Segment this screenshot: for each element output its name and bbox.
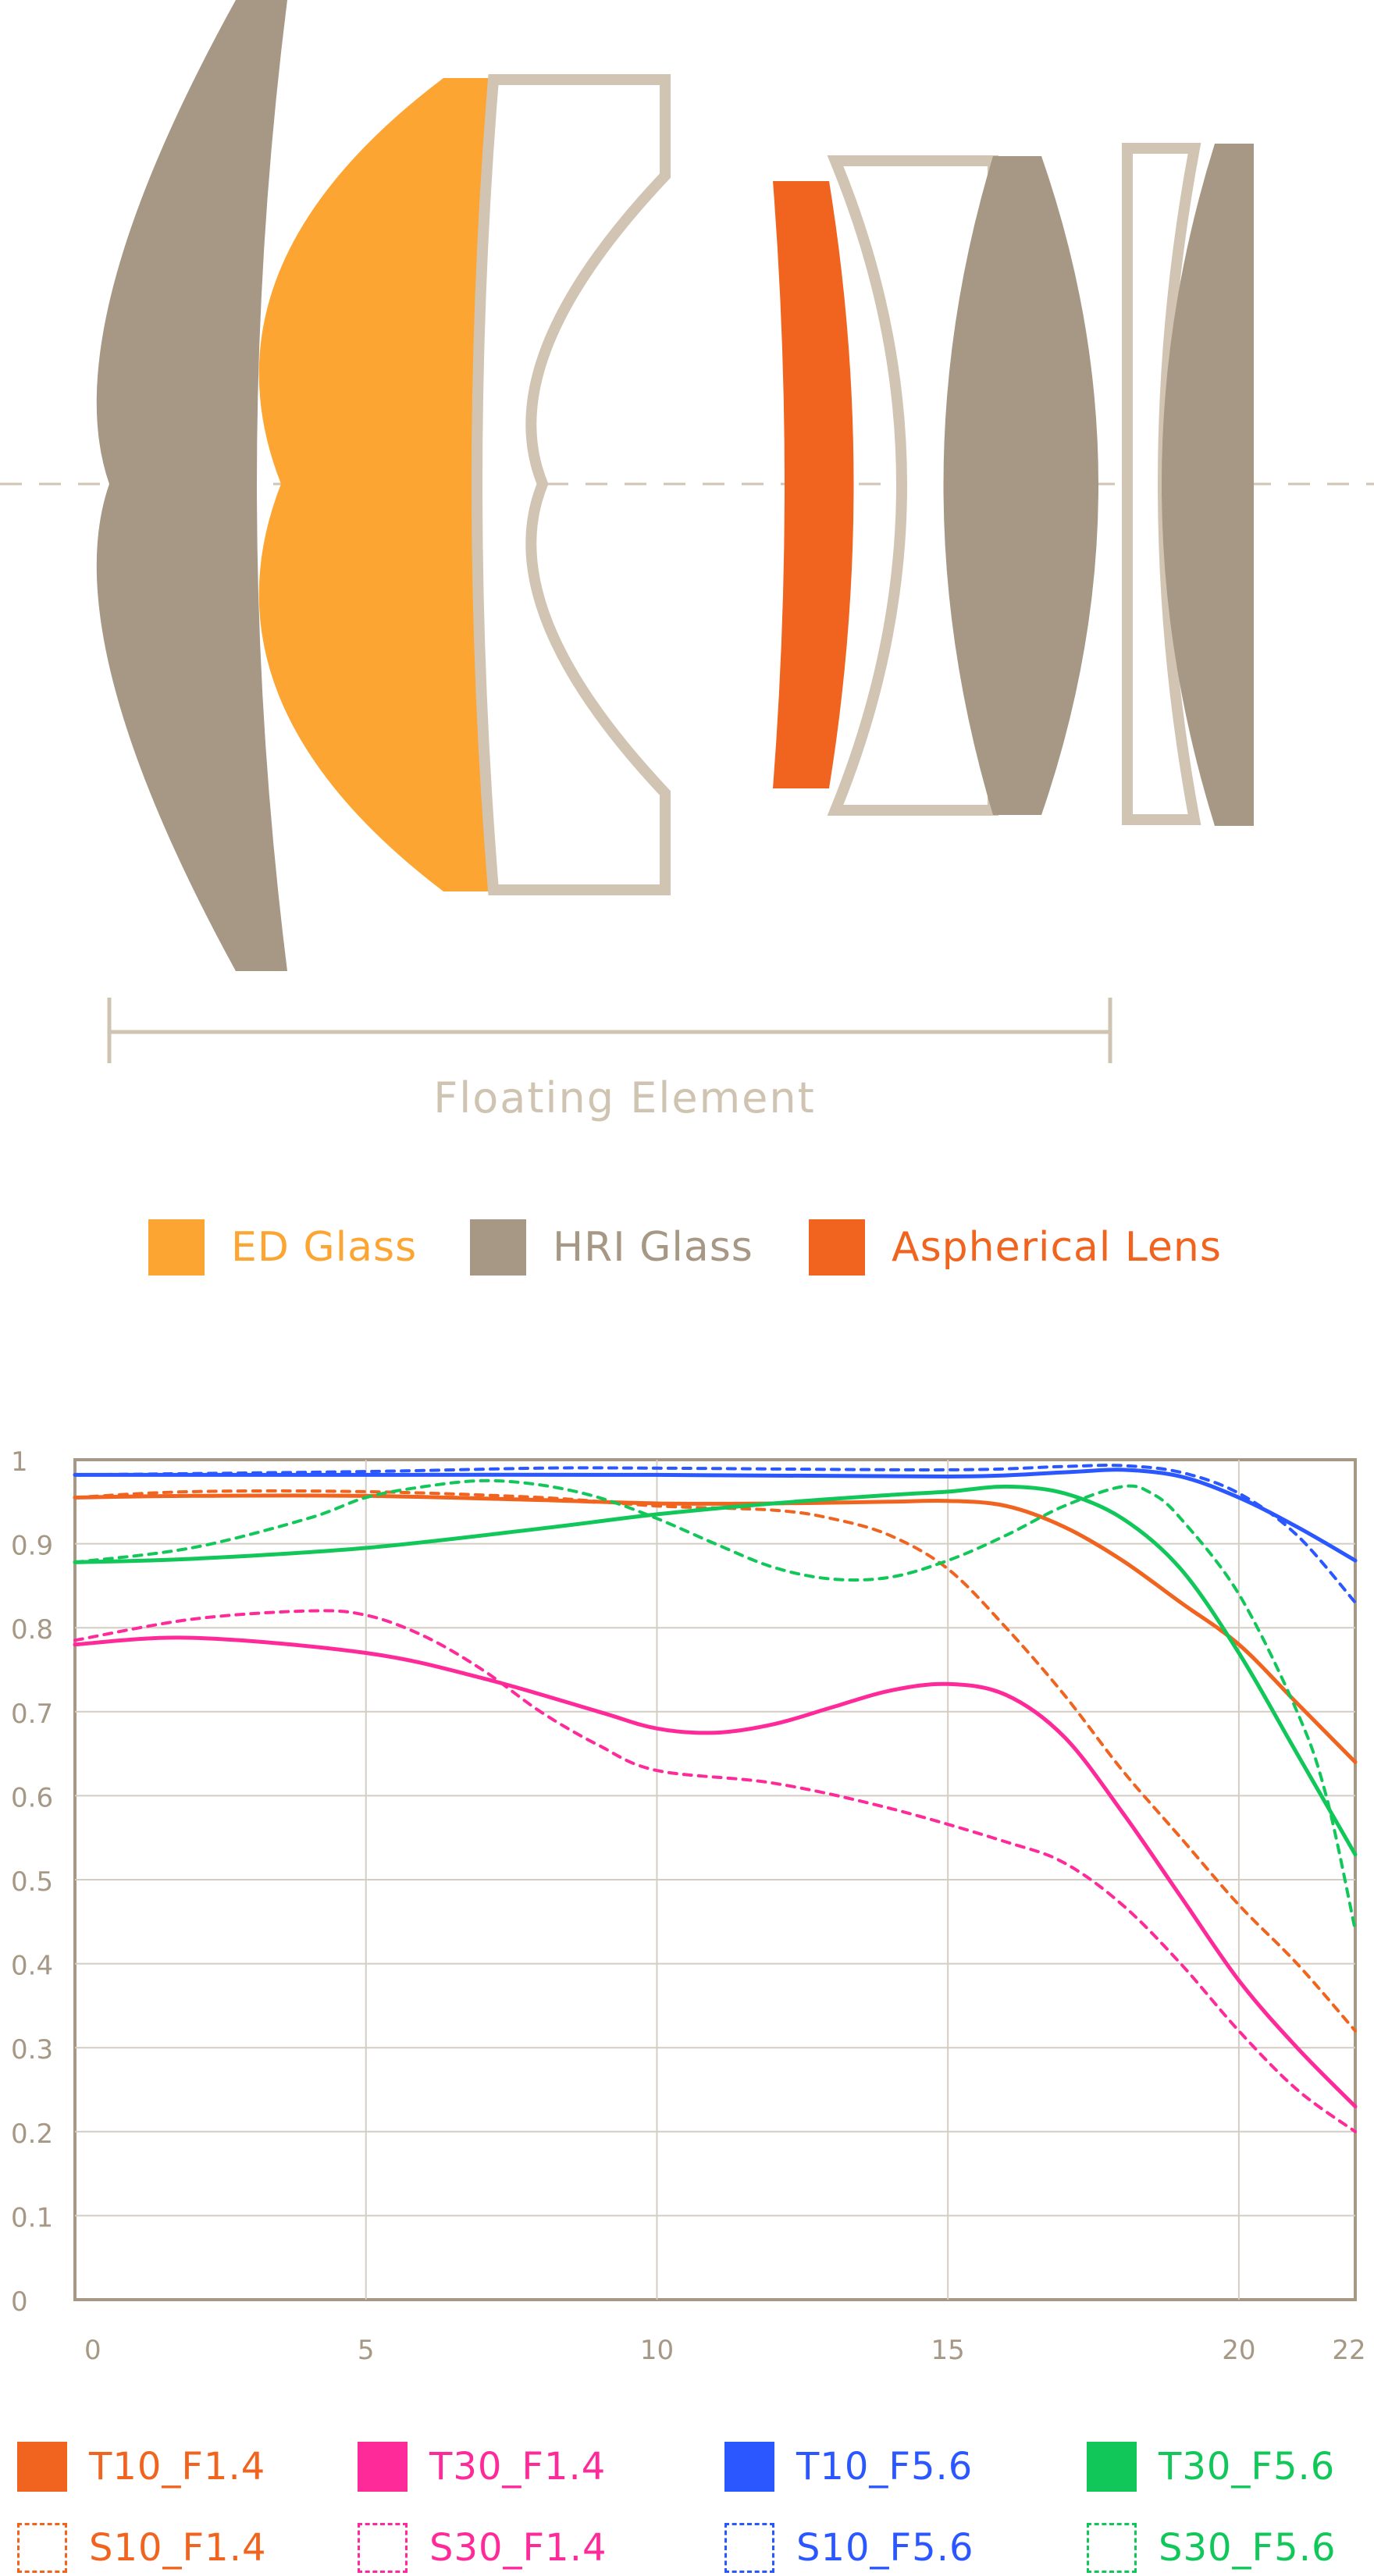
x-tick-label: 5 (358, 2335, 375, 2366)
floating-element-bracket (107, 998, 1112, 1063)
x-tick-label: 10 (640, 2335, 674, 2366)
y-tick-label: 0.4 (11, 1951, 53, 1982)
x-tick-label: 20 (1222, 2335, 1255, 2366)
mtf-legend-item-t10_f1-4: T10_F1.4 (17, 2442, 265, 2492)
mtf-legend-swatch (17, 2523, 67, 2573)
lens-element-2-ed (258, 78, 493, 891)
mtf-legend-item-t30_f1-4: T30_F1.4 (358, 2442, 606, 2492)
mtf-legend-swatch (1087, 2442, 1137, 2492)
mtf-legend-swatch (17, 2442, 67, 2492)
mtf-legend-swatch (358, 2523, 408, 2573)
mtf-legend-swatch (724, 2442, 774, 2492)
y-tick-label: 0.3 (11, 2034, 53, 2065)
y-tick-label: 0 (11, 2286, 28, 2318)
mtf-legend-label: T10_F1.4 (89, 2445, 266, 2489)
mtf-legend-label: T30_F1.4 (429, 2445, 607, 2489)
lens-element-1-hri (96, 0, 287, 971)
series-line-t10_f5-6 (73, 1468, 1358, 1563)
y-tick-label: 0.2 (11, 2119, 53, 2150)
floating-element-label: Floating Element (433, 1073, 816, 1123)
legend-aspherical-lens: Aspherical Lens (809, 1219, 1222, 1276)
ed-glass-swatch (148, 1219, 205, 1276)
y-tick-label: 0.6 (11, 1782, 53, 1813)
mtf-legend-item-t30_f5-6: T30_F5.6 (1087, 2442, 1335, 2492)
y-tick-label: 0.5 (11, 1866, 53, 1898)
y-tick-label: 0.7 (11, 1699, 53, 1730)
y-tick-label: 0.1 (11, 2202, 53, 2233)
aspherical-lens-label: Aspherical Lens (892, 1224, 1222, 1271)
x-tick-label: 15 (931, 2335, 965, 2366)
series-line-t10_f1-4 (73, 1493, 1358, 1764)
mtf-legend-item-s30_f5-6: S30_F5.6 (1087, 2523, 1337, 2573)
mtf-legend-item-s30_f1-4: S30_F1.4 (358, 2523, 607, 2573)
mtf-legend-swatch (1087, 2523, 1137, 2573)
legend-hri-glass: HRI Glass (470, 1219, 753, 1276)
mtf-legend-item-s10_f1-4: S10_F1.4 (17, 2523, 267, 2573)
aspherical-lens-swatch (809, 1219, 865, 1276)
mtf-chart: 00.10.20.30.40.50.60.70.80.910 5 10 15 20 22 (11, 1446, 1366, 2366)
mtf-legend-label: S10_F5.6 (796, 2526, 974, 2570)
legend-ed-glass: ED Glass (148, 1219, 417, 1276)
y-tick-label: 0.8 (11, 1614, 53, 1646)
mtf-legend-label: T10_F5.6 (796, 2445, 974, 2489)
y-tick-label: 0.9 (11, 1531, 53, 1562)
mtf-legend-label: S10_F1.4 (89, 2526, 267, 2570)
lens-element-5-outline (827, 155, 998, 816)
series-line-s10_f1-4 (73, 1489, 1357, 2033)
mtf-legend-item-t10_f5-6: T10_F5.6 (724, 2442, 973, 2492)
lens-element-6-hri (943, 156, 1098, 815)
lens-element-8-hri (1162, 144, 1254, 826)
series-line-s30_f5-6 (73, 1478, 1357, 1932)
x-tick-label: 0 (84, 2335, 101, 2366)
mtf-legend-label: T30_F5.6 (1159, 2445, 1336, 2489)
mtf-legend-swatch (358, 2442, 408, 2492)
mtf-legend-swatch (724, 2523, 774, 2573)
x-tick-label: 22 (1332, 2335, 1365, 2366)
mtf-legend-label: S30_F1.4 (429, 2526, 607, 2570)
series-line-t30_f5-6 (73, 1484, 1358, 1857)
hri-glass-label: HRI Glass (553, 1224, 753, 1271)
mtf-legend-item-s10_f5-6: S10_F5.6 (724, 2523, 974, 2573)
series-line-s30_f1-4 (73, 1609, 1357, 2133)
mtf-legend-label: S30_F5.6 (1159, 2526, 1337, 2570)
series-line-t30_f1-4 (73, 1635, 1358, 2108)
lens-element-4-aspherical (773, 181, 854, 788)
ed-glass-label: ED Glass (231, 1224, 418, 1271)
y-tick-label: 1 (11, 1446, 28, 1478)
hri-glass-swatch (470, 1219, 526, 1276)
series-line-s10_f5-6 (73, 1464, 1357, 1604)
lens-element-3-outline (472, 74, 671, 895)
